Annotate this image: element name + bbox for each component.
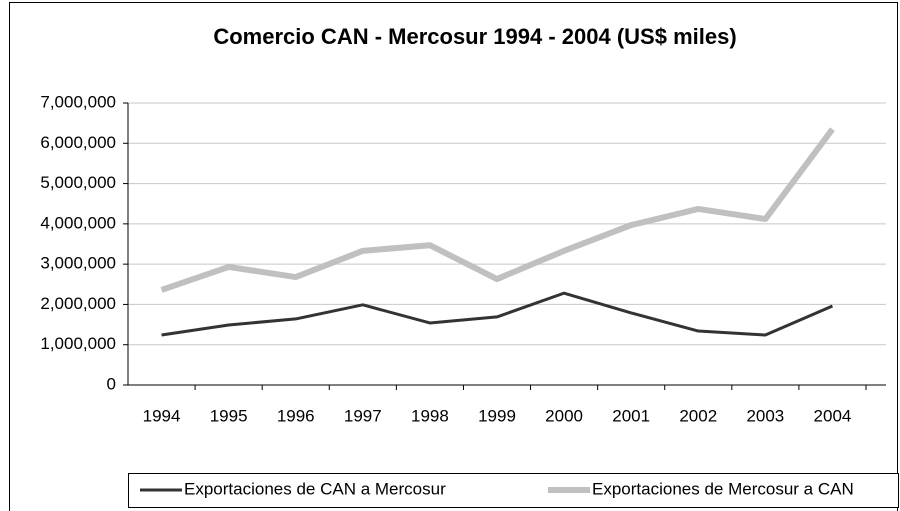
x-tick-label: 2001 [612, 406, 650, 425]
x-tick-label: 2002 [679, 406, 717, 425]
x-tick-label: 1999 [478, 406, 516, 425]
y-tick-label: 7,000,000 [40, 92, 116, 111]
legend-label: Exportaciones de Mercosur a CAN [592, 479, 854, 498]
x-tick-label: 1995 [210, 406, 248, 425]
y-tick-label: 5,000,000 [40, 173, 116, 192]
chart-title: Comercio CAN - Mercosur 1994 - 2004 (US$… [213, 24, 736, 49]
y-tick-label: 1,000,000 [40, 334, 116, 353]
x-tick-label: 1998 [411, 406, 449, 425]
chart-frame [9, 2, 898, 511]
x-tick-label: 1994 [143, 406, 181, 425]
x-tick-label: 1996 [277, 406, 315, 425]
legend-box [128, 473, 899, 508]
x-tick-label: 1997 [344, 406, 382, 425]
legend-label: Exportaciones de CAN a Mercosur [184, 479, 446, 498]
series-line [160, 127, 835, 293]
x-tick-label: 2003 [746, 406, 784, 425]
y-tick-label: 4,000,000 [40, 213, 116, 232]
y-tick-label: 6,000,000 [40, 133, 116, 152]
x-tick-label: 2004 [814, 406, 852, 425]
y-tick-label: 3,000,000 [40, 254, 116, 273]
series-line [161, 291, 834, 337]
y-tick-label: 2,000,000 [40, 294, 116, 313]
x-tick-label: 2000 [545, 406, 583, 425]
y-tick-label: 0 [107, 374, 116, 393]
